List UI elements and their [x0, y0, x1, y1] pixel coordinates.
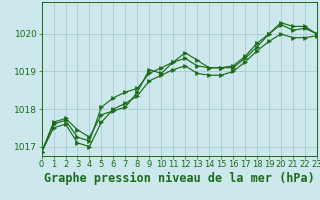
X-axis label: Graphe pression niveau de la mer (hPa): Graphe pression niveau de la mer (hPa) — [44, 172, 315, 185]
